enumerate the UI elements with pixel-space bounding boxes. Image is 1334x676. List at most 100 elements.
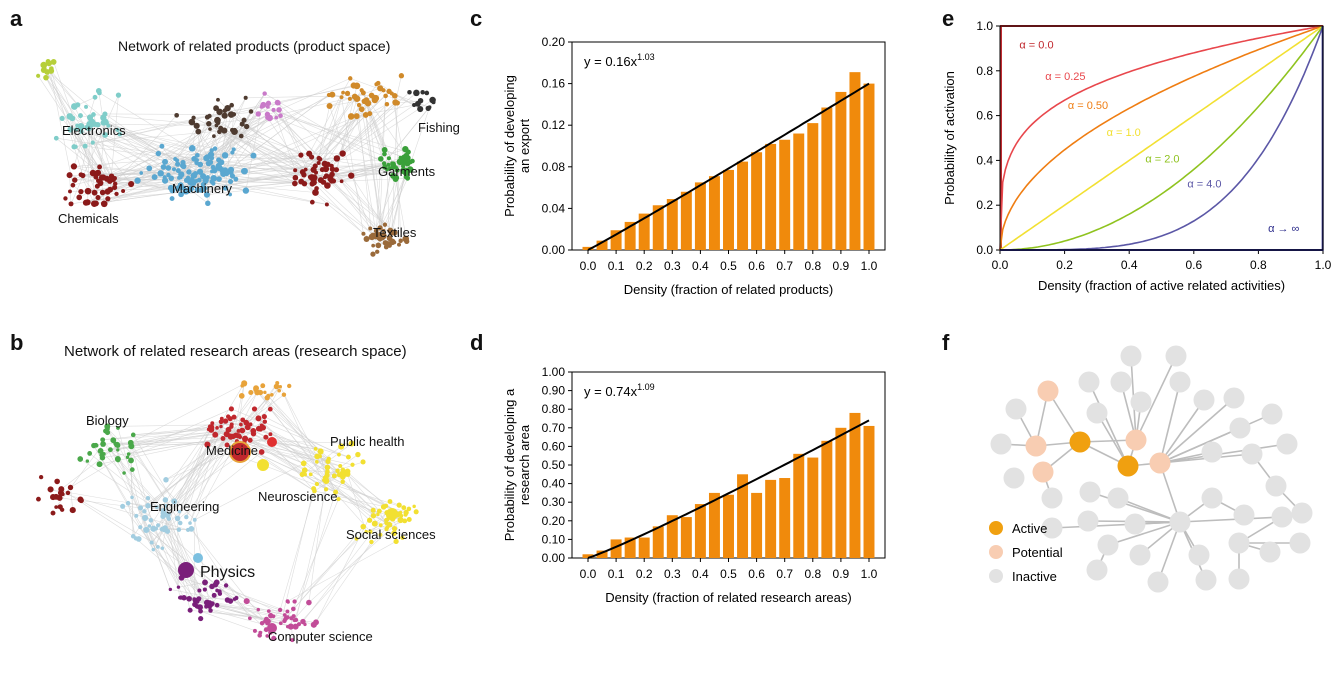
node	[338, 443, 345, 450]
node	[292, 618, 297, 623]
node	[260, 383, 266, 389]
node	[405, 161, 410, 166]
edge	[318, 157, 401, 163]
bar	[610, 539, 622, 558]
node	[362, 112, 369, 118]
network-label: Textiles	[373, 225, 417, 240]
node	[128, 180, 135, 188]
edge	[165, 505, 181, 598]
x-tick-label: 0.6	[748, 259, 765, 273]
edge	[189, 426, 222, 524]
edge	[223, 165, 316, 175]
edge	[87, 127, 110, 182]
node	[338, 463, 343, 468]
node	[66, 113, 74, 120]
node	[324, 464, 331, 471]
bar	[849, 72, 861, 250]
edge	[367, 103, 384, 237]
bar	[765, 479, 777, 558]
node	[219, 424, 223, 429]
node	[210, 164, 216, 170]
node	[401, 164, 406, 169]
bar	[807, 457, 819, 558]
edge	[227, 599, 285, 616]
edge	[224, 85, 354, 116]
node	[299, 169, 306, 175]
node	[211, 592, 217, 598]
edge	[163, 117, 277, 168]
inactive-node	[1241, 443, 1263, 465]
network-label: Machinery	[172, 181, 232, 196]
inactive-node	[1110, 371, 1132, 393]
node	[107, 447, 113, 453]
node	[278, 385, 283, 389]
node	[309, 154, 315, 160]
node	[88, 118, 94, 124]
inactive-node	[1005, 398, 1027, 420]
edge	[103, 418, 231, 455]
edge	[103, 145, 163, 178]
edge	[326, 461, 364, 474]
node	[94, 169, 102, 177]
edge	[244, 382, 278, 439]
inactive-node	[1078, 371, 1100, 393]
node	[160, 513, 166, 520]
inactive-node	[1201, 441, 1223, 463]
edge	[370, 519, 401, 532]
node	[288, 623, 293, 628]
node	[344, 90, 351, 96]
edge	[50, 70, 84, 176]
x-tick-label: 0.6	[1185, 258, 1202, 272]
node	[401, 505, 407, 511]
inactive-node	[1223, 387, 1245, 409]
node	[116, 426, 120, 430]
edge	[280, 115, 409, 153]
edge	[1159, 413, 1273, 464]
x-tick-label: 0.9	[833, 567, 850, 581]
product-space-title: Network of related products (product spa…	[118, 38, 391, 54]
inactive-node	[1228, 568, 1250, 590]
x-tick-label: 0.5	[720, 259, 737, 273]
edge	[234, 131, 296, 178]
edge	[1117, 497, 1181, 523]
edge	[231, 426, 306, 475]
node	[229, 102, 234, 108]
edge	[396, 170, 400, 245]
node	[148, 518, 154, 523]
node	[186, 169, 192, 175]
node	[195, 128, 202, 135]
node	[259, 620, 265, 626]
node	[308, 472, 313, 477]
edge	[163, 451, 262, 531]
node	[102, 175, 107, 180]
node	[179, 162, 186, 169]
edge	[207, 444, 336, 493]
x-tick-label: 0.1	[608, 259, 625, 273]
node	[160, 164, 167, 170]
edge	[81, 131, 180, 189]
node	[392, 99, 399, 106]
edge	[1159, 381, 1181, 464]
y-tick-label: 0.00	[542, 551, 566, 565]
edge	[336, 115, 357, 159]
node	[107, 186, 114, 193]
node	[97, 448, 104, 454]
node	[261, 414, 267, 420]
edge	[81, 131, 197, 164]
node	[53, 135, 59, 141]
node	[270, 393, 274, 397]
node	[290, 638, 295, 643]
edge	[192, 181, 327, 205]
node	[112, 181, 118, 187]
inactive-node	[1228, 532, 1250, 554]
edge	[235, 392, 258, 436]
node	[316, 155, 322, 161]
x-tick-label: 0.8	[804, 567, 821, 581]
node	[250, 152, 257, 159]
inactive-node	[1265, 475, 1287, 497]
node	[126, 452, 131, 456]
bar	[708, 176, 720, 250]
bar	[666, 515, 678, 558]
x-tick-label: 1.0	[861, 567, 878, 581]
edge	[182, 165, 296, 179]
